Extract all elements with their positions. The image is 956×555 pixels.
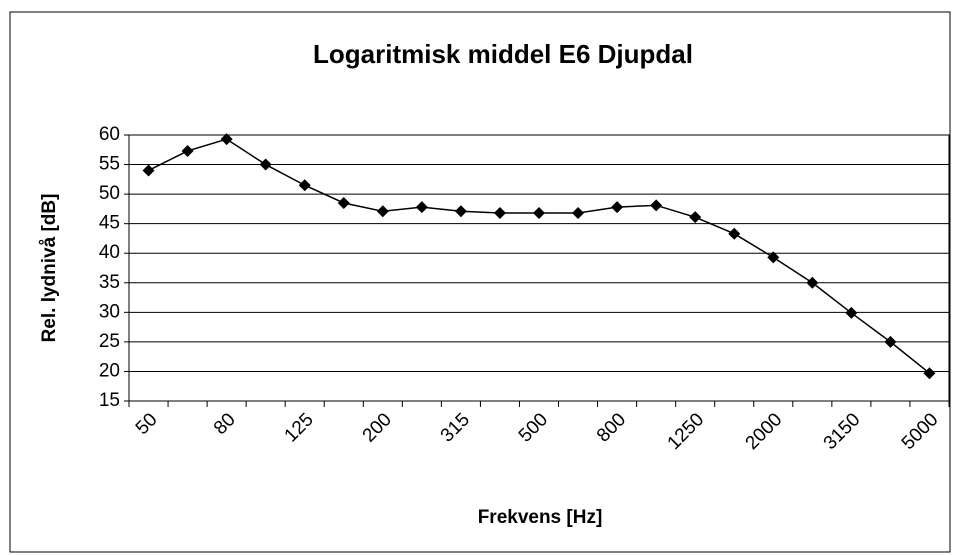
y-tick-label: 20: [99, 360, 120, 381]
data-marker: [572, 207, 585, 220]
data-marker: [376, 205, 389, 218]
plot-area: [128, 134, 950, 402]
y-tick-label: 50: [99, 183, 120, 204]
data-marker: [493, 207, 506, 220]
data-marker: [454, 205, 467, 218]
y-tick-label: 55: [99, 154, 120, 175]
data-marker: [923, 367, 936, 380]
data-marker: [415, 201, 428, 214]
data-marker: [298, 179, 311, 192]
data-marker: [181, 144, 194, 157]
data-marker: [689, 211, 702, 224]
data-marker: [220, 133, 233, 146]
chart-frame: [9, 11, 951, 553]
chart-title: Logaritmisk middel E6 Djupdal: [313, 39, 693, 69]
x-axis-title: Frekvens [Hz]: [478, 507, 603, 528]
y-tick-label: 45: [99, 213, 120, 234]
data-marker: [806, 276, 819, 289]
y-tick-label: 15: [99, 390, 120, 411]
data-marker: [728, 227, 741, 240]
y-tick-label: 60: [99, 124, 120, 145]
data-marker: [533, 207, 545, 220]
data-marker: [259, 158, 272, 171]
data-marker: [767, 251, 780, 264]
y-axis-title: Rel. lydnivå [dB]: [39, 194, 60, 343]
y-tick-label: 25: [99, 331, 120, 352]
y-tick-label: 30: [99, 301, 120, 322]
data-marker: [142, 164, 155, 177]
y-tick-label: 35: [99, 272, 120, 293]
y-tick-label: 40: [99, 242, 120, 263]
data-marker: [884, 335, 897, 348]
data-marker: [611, 201, 624, 214]
data-marker: [337, 196, 350, 209]
data-marker: [650, 199, 663, 212]
data-marker: [845, 306, 858, 319]
